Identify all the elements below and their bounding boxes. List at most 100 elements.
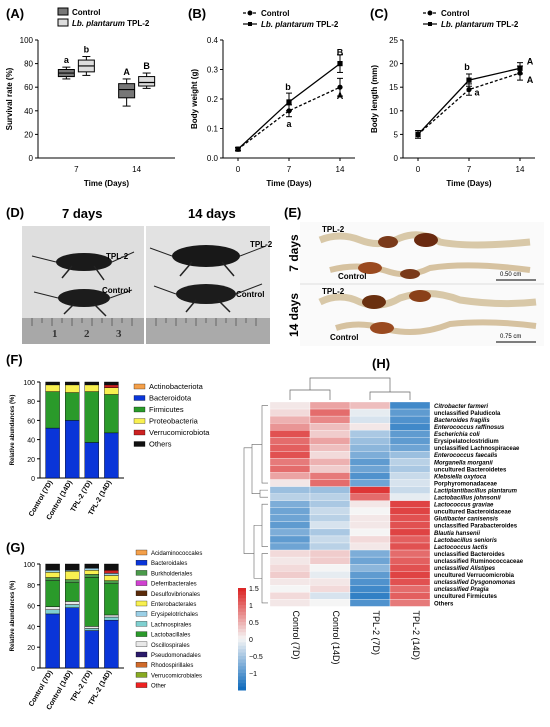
f-ytick-label: 80 [27,399,35,406]
c-point-tpl2 [415,131,421,137]
f-bar-segment [104,381,119,386]
b-legend-control-text: Control [261,9,289,18]
h-cell [269,592,311,600]
b-point-control [337,84,343,90]
g-legend-swatch [135,549,148,556]
h-col-dendro [289,389,331,400]
h-cell [349,465,391,473]
h-row-label: uncultured Bacteroidetes [434,467,507,473]
h-col-label: Control (14D) [331,610,341,664]
h-cell [349,486,391,494]
h-cell [269,472,311,480]
h-colorbar-label: 1 [249,603,253,610]
b-sig-letter: B [337,48,344,58]
f-bar-segment [64,384,80,393]
h-row-dendro [253,525,262,579]
h-cell [389,528,431,537]
h-cell [309,500,351,508]
g-bar-segment [104,614,119,618]
h-cell [269,437,311,445]
h-cell [269,458,311,466]
h-colorbar-step [238,676,246,681]
h-cell [309,585,351,593]
h-colorbar-label: −0.5 [249,654,263,661]
b-point-tpl2 [286,99,292,105]
c-ytick-label: 25 [389,36,398,45]
ruler-2: 2 [84,328,90,340]
h-cell [389,472,431,480]
h-cell [269,542,311,551]
b-ytick-label: 0.0 [207,154,219,163]
h-cell [309,458,351,466]
e-day7-label: 7 days [287,234,301,272]
h-row-dendro [261,503,268,547]
g-bar-segment [64,582,80,602]
h-row-dendro [243,447,254,554]
h-row-label: Blautia hansenii [434,531,480,537]
h-row-label: Glutibacter canisensis [434,517,499,523]
g-bar-segment [64,563,80,571]
h-row-label: unclassified Alistipes [434,566,496,572]
f-legend-text: Verrucomicrobiota [149,428,210,437]
h-cell [389,479,431,487]
e-14d-control-label: Control [330,333,359,342]
c-xtick-label: 14 [516,165,525,174]
h-row-dendro [251,444,262,494]
h-cell [309,430,351,438]
h-cell [389,415,431,424]
g-bar-segment [45,580,60,607]
g-bar-segment [84,628,100,631]
h-colorbar-label: 1.5 [249,586,259,593]
f-bar-segment [45,391,60,429]
h-cell [349,415,391,424]
h-cell [309,556,351,565]
h-cell [389,549,431,558]
h-colorbar-step [238,635,246,640]
h-colorbar-step [238,652,246,657]
h-cell [349,458,391,466]
h-row-label: Lactococcus graviae [434,503,494,509]
h-row-label: unclassified Pragia [434,587,489,593]
ruler-1: 1 [52,328,58,340]
h-colorbar-step [238,622,246,626]
e-7d-control-label: Control [338,272,367,281]
panel-e-label: (E) [284,205,302,220]
h-cell [309,423,351,431]
h-cell [389,535,431,544]
b-point-tpl2 [337,61,343,67]
h-colorbar-label: 0.5 [249,620,259,627]
a-ytick-label: 100 [20,36,34,45]
h-row-label: Enterococcus raffinosus [434,425,505,431]
h-cell [309,578,351,586]
h-cell [349,479,391,487]
h-cell [269,423,311,431]
h-row-label: unclassified Dysgonomonas [434,580,516,586]
g-bar-segment [45,572,60,578]
h-row-dendro [259,489,268,498]
panel-h-label: (H) [372,356,391,371]
a-ylabel: Survival rate (%) [5,67,14,130]
h-cell [269,430,311,438]
h-cell [269,451,311,459]
panel-b-label: (B) [188,6,207,21]
e-day14-label-wrap: 14 days [284,290,302,346]
f-bar-segment [64,392,80,421]
h-row-label: uncultured Firmicutes [434,594,498,600]
h-colorbar-step [238,615,246,620]
c-ytick-label: 5 [394,130,399,139]
h-cell [309,437,351,445]
h-cell [269,415,311,424]
a-sig-letter: A [123,67,130,77]
body-weight-chart: 0.0 0.1 0.2 0.3 0.4 0 7 14 Body weight (g) Time (… [190,9,355,188]
h-colorbar-step [238,686,246,691]
h-cell [309,571,351,579]
d-day14-label: 14 days [188,206,236,221]
cricket-photo-14d [146,226,270,344]
h-cell [349,592,391,600]
h-cell [389,599,431,607]
c-point-control [466,86,472,93]
h-colorbar-step [238,632,246,637]
g-bar-segment [45,609,60,615]
